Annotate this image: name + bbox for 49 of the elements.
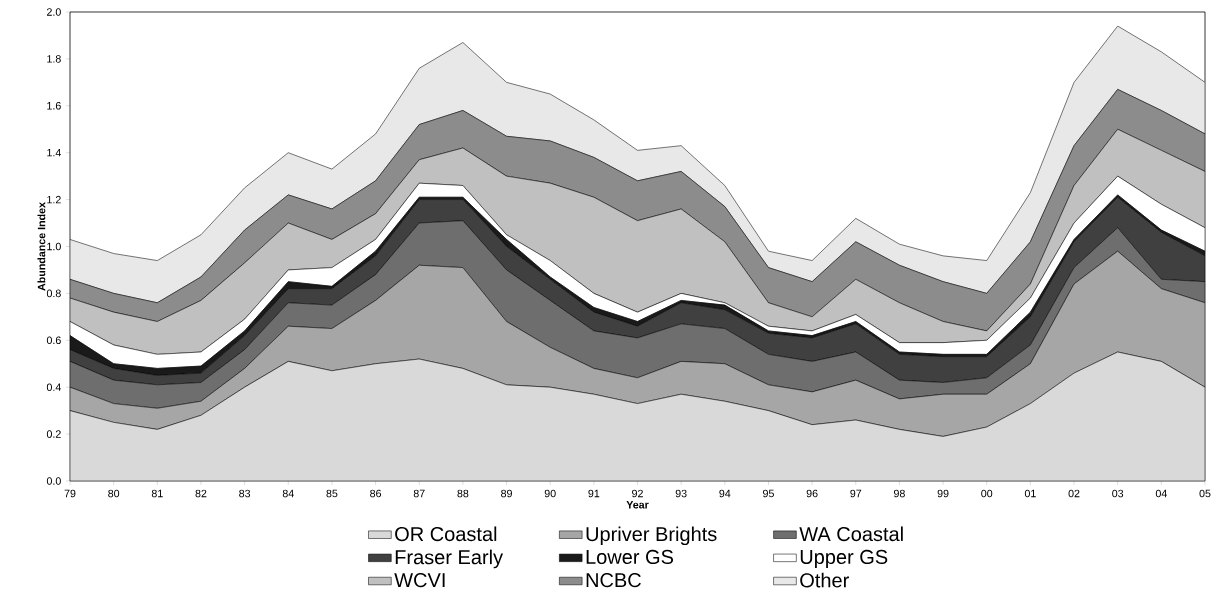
x-tick-label: 00 <box>981 489 993 498</box>
x-tick-label: 98 <box>894 489 905 498</box>
x-tick-label: 02 <box>1068 489 1080 498</box>
x-tick-label: 85 <box>326 489 338 498</box>
x-tick-label: 96 <box>806 489 818 498</box>
x-tick-label: 93 <box>675 489 687 498</box>
x-tick-label: 89 <box>501 489 512 498</box>
y-tick-label: 0.8 <box>46 289 61 298</box>
x-tick-label: 94 <box>719 489 731 498</box>
legend-label: Upriver Brights <box>586 526 717 546</box>
y-tick-label: 0.2 <box>46 430 61 438</box>
x-tick-label: 97 <box>850 489 862 498</box>
x-tick-label: 86 <box>370 489 382 498</box>
x-tick-label: 79 <box>64 489 76 498</box>
x-tick-label: 87 <box>413 489 425 498</box>
y-tick-label: 2.0 <box>47 8 61 16</box>
x-tick-label: 88 <box>457 489 469 498</box>
x-tick-label: 90 <box>544 489 556 498</box>
x-tick-label: 82 <box>195 489 207 498</box>
x-tick-label: 92 <box>632 489 643 498</box>
x-tick-label: 05 <box>1199 489 1211 498</box>
x-tick-label: 95 <box>763 489 774 498</box>
x-tick-label: 04 <box>1155 489 1167 498</box>
legend-label: WCVI <box>394 573 445 588</box>
y-tick-label: 1.8 <box>47 55 61 63</box>
legend-label: Other <box>800 572 849 588</box>
y-axis-title: Abundance Index <box>37 202 46 291</box>
x-tick-label: 83 <box>239 489 251 498</box>
legend-label: WA Coastal <box>799 526 903 542</box>
x-tick-label: 80 <box>108 489 120 498</box>
y-tick-label: 0.0 <box>46 477 61 485</box>
x-tick-label: 99 <box>937 489 949 498</box>
x-tick-label: 81 <box>151 489 163 498</box>
legend-label: NCBC <box>586 573 641 588</box>
x-axis-title: Year <box>626 501 649 509</box>
x-tick-label: 03 <box>1112 489 1124 498</box>
y-tick-label: 0.4 <box>46 383 61 391</box>
x-tick-label: 84 <box>282 489 294 498</box>
legend-label: Upper GS <box>800 549 888 568</box>
legend-label: Fraser Early <box>395 549 504 569</box>
y-tick-label: 0.6 <box>46 336 61 345</box>
y-tick-label: 1.4 <box>47 149 61 157</box>
legend-label: Lower GS <box>586 549 674 565</box>
legend-label: OR Coastal <box>395 526 497 542</box>
y-tick-label: 1.6 <box>47 102 61 110</box>
y-tick-label: 1.2 <box>47 195 61 204</box>
y-tick-label: 1.0 <box>47 242 61 251</box>
x-tick-label: 91 <box>588 489 600 498</box>
x-tick-label: 01 <box>1024 489 1036 498</box>
